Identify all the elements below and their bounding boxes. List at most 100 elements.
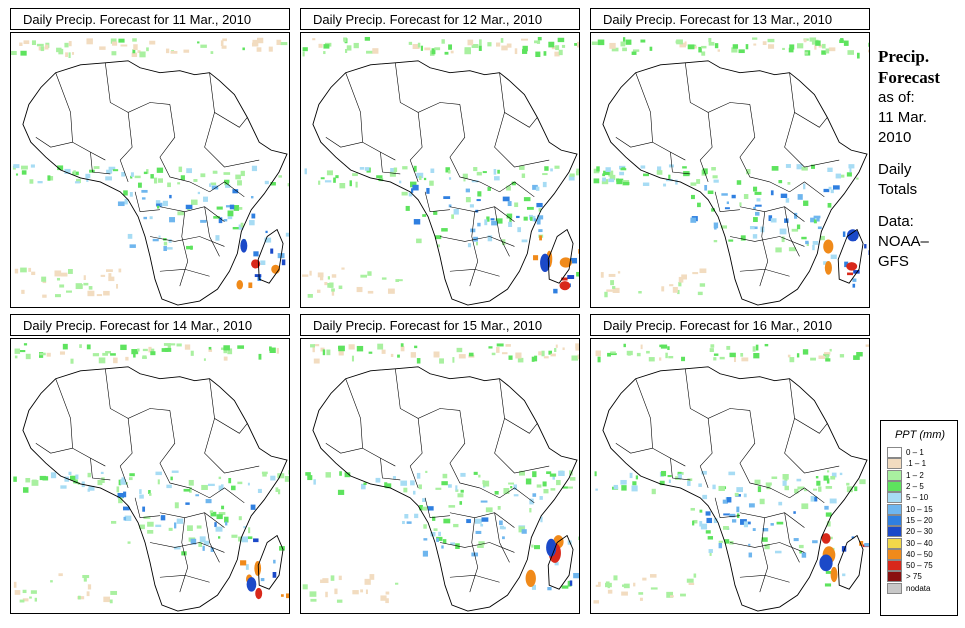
country-border [204, 206, 220, 257]
country-border [784, 206, 800, 257]
info-data-1: Data: [878, 213, 914, 230]
info-daily-1: Daily [878, 161, 912, 178]
country-border [739, 268, 790, 277]
country-border [739, 410, 770, 489]
country-border [424, 497, 450, 519]
legend-swatch [887, 469, 902, 481]
country-border [759, 211, 769, 287]
country-border [789, 72, 828, 128]
country-border [789, 378, 828, 434]
country-border [159, 268, 210, 277]
precip-cells [13, 343, 289, 604]
country-border [204, 112, 260, 168]
legend-item: 15 – 20 [887, 514, 953, 526]
country-border [35, 442, 73, 454]
country-border [55, 378, 106, 467]
forecast-info: Precip. Forecast as of: 11 Mar. 2010 Dai… [878, 46, 963, 272]
panel-title: Daily Precip. Forecast for 11 Mar., 2010 [10, 8, 290, 30]
country-border [149, 236, 225, 247]
precip-map [590, 338, 870, 614]
country-border [714, 497, 740, 519]
country-border [494, 112, 550, 168]
country-border [449, 206, 515, 222]
info-date-1: 11 Mar. [878, 109, 927, 126]
legend-swatch [887, 560, 902, 572]
country-border [469, 211, 479, 287]
legend-item: 10 – 15 [887, 503, 953, 515]
country-border [105, 62, 170, 113]
precip-cells [11, 37, 289, 298]
africa-coastline [312, 60, 578, 306]
legend-item: 30 – 40 [887, 537, 953, 549]
info-heading-1: Precip. [878, 47, 930, 66]
legend-label: 40 – 50 [906, 549, 933, 559]
legend-item: > 75 [887, 571, 953, 583]
country-border [479, 181, 535, 198]
legend-label: 20 – 30 [906, 527, 933, 537]
map-canvas [13, 343, 289, 612]
country-border [494, 418, 550, 474]
country-border [469, 517, 479, 593]
forecast-panel-3: Daily Precip. Forecast for 13 Mar., 2010 [590, 8, 870, 316]
country-border [395, 62, 460, 113]
country-border [494, 512, 510, 563]
country-border [189, 487, 245, 504]
country-border [635, 72, 686, 161]
legend-swatch [887, 503, 902, 515]
legend-swatch [887, 514, 902, 526]
country-border [479, 487, 535, 504]
map-canvas [11, 37, 289, 306]
country-border [699, 418, 713, 489]
country-border [449, 104, 480, 183]
precip-map [10, 338, 290, 614]
country-border [449, 574, 500, 583]
legend-swatch [887, 537, 902, 549]
legend-label: 0 – 1 [906, 448, 924, 458]
legend-swatch [887, 526, 902, 538]
map-canvas [302, 343, 579, 612]
country-border [615, 136, 653, 148]
country-border [105, 368, 170, 419]
legend-label: 5 – 10 [906, 493, 929, 503]
legend-swatch [887, 481, 902, 493]
legend-item: 2 – 5 [887, 481, 953, 493]
legend-item: nodata [887, 582, 953, 594]
country-border [769, 487, 825, 504]
country-border [424, 191, 450, 213]
info-asof: as of: [878, 89, 915, 106]
info-daily-2: Totals [878, 181, 918, 198]
country-border [494, 206, 510, 257]
country-border [739, 104, 770, 183]
precip-cells [302, 343, 579, 604]
madagascar-coastline [547, 534, 574, 590]
country-border [685, 368, 750, 419]
legend-swatch [887, 582, 902, 594]
info-data-2: NOAA– [878, 233, 929, 250]
forecast-panel-5: Daily Precip. Forecast for 15 Mar., 2010 [300, 314, 580, 622]
country-border [134, 191, 160, 213]
country-border [189, 181, 245, 198]
map-canvas [593, 343, 869, 612]
country-border [769, 181, 825, 198]
legend-item: 0 – 1 [887, 447, 953, 459]
country-border [35, 136, 73, 148]
forecast-panel-6: Daily Precip. Forecast for 16 Mar., 2010 [590, 314, 870, 622]
country-border [784, 112, 840, 168]
country-border [325, 136, 363, 148]
panel-title: Daily Precip. Forecast for 12 Mar., 2010 [300, 8, 580, 30]
legend-label: .1 – 1 [906, 459, 927, 469]
country-border [449, 512, 515, 528]
panel-title: Daily Precip. Forecast for 16 Mar., 2010 [590, 314, 870, 336]
country-border [759, 517, 769, 593]
legend-title: PPT (mm) [894, 429, 946, 441]
legend-label: 50 – 75 [906, 561, 933, 571]
precip-cells [593, 343, 869, 604]
precip-map [300, 338, 580, 614]
legend-item: 5 – 10 [887, 492, 953, 504]
legend-item: .1 – 1 [887, 458, 953, 470]
country-border [345, 72, 396, 161]
country-border [409, 418, 423, 489]
country-border [714, 191, 740, 213]
